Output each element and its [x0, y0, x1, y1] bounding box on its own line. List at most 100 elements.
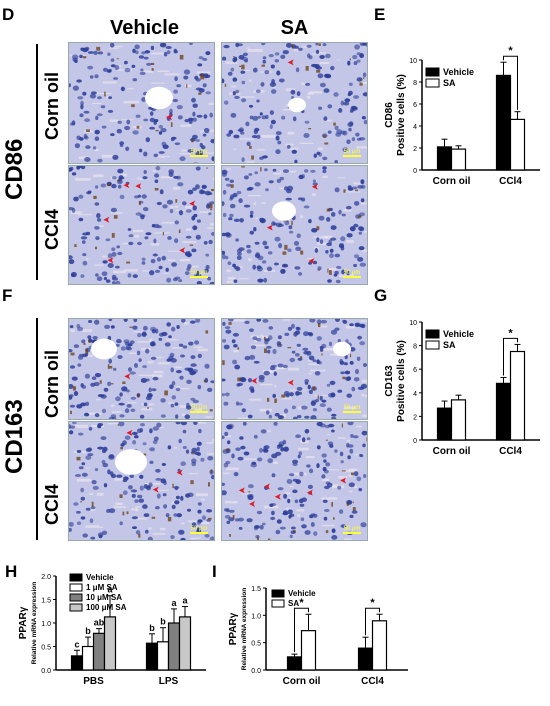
nucleus: [111, 183, 117, 189]
sinusoid: [306, 95, 311, 99]
nucleus: [94, 413, 100, 418]
nucleus: [222, 482, 226, 486]
stain-spot: [264, 336, 266, 341]
nucleus: [76, 79, 82, 83]
nucleus: [362, 443, 366, 448]
nucleus: [166, 277, 172, 283]
nucleus: [119, 141, 125, 145]
nucleus: [101, 125, 107, 129]
nucleus: [294, 330, 301, 335]
arrow-icon: [123, 182, 130, 189]
stain-spot: [198, 92, 202, 95]
nucleus: [238, 127, 244, 133]
sinusoid: [168, 259, 176, 262]
nucleus: [363, 119, 367, 125]
nucleus: [273, 262, 279, 266]
nucleus: [142, 331, 147, 335]
nucleus: [243, 451, 250, 456]
nucleus: [282, 50, 289, 55]
stain-spot: [239, 65, 242, 67]
nucleus: [101, 408, 107, 414]
nucleus: [94, 185, 99, 189]
sinusoid: [309, 91, 322, 94]
sinusoid: [135, 506, 141, 508]
nucleus: [142, 207, 149, 212]
arrow-icon: [311, 183, 318, 190]
nucleus: [319, 55, 325, 59]
nucleus: [318, 215, 325, 221]
nucleus: [87, 335, 92, 339]
nucleus: [264, 245, 269, 249]
nucleus: [197, 441, 202, 445]
vessel-lumen: [288, 97, 306, 113]
stain-spot: [317, 269, 320, 271]
sinusoid: [239, 96, 255, 98]
nucleus: [176, 105, 183, 110]
nucleus: [85, 455, 92, 460]
nucleus: [202, 57, 208, 61]
nucleus: [275, 451, 282, 456]
significance-bracket: [503, 55, 518, 110]
y-tick-label: 1.5: [251, 586, 261, 593]
nucleus: [246, 187, 251, 191]
sinusoid: [132, 229, 144, 233]
nucleus: [360, 198, 365, 203]
nucleus: [100, 436, 107, 440]
nucleus: [149, 460, 154, 464]
sinusoid: [111, 404, 115, 407]
micrograph-cd86-sa-cornoil: 50 μm: [221, 42, 368, 164]
nucleus: [316, 319, 322, 325]
nucleus: [237, 456, 244, 461]
nucleus: [166, 358, 172, 362]
nucleus: [259, 447, 263, 453]
nucleus: [357, 386, 365, 390]
nucleus: [222, 56, 227, 61]
arrow-icon: [287, 379, 294, 386]
sinusoid: [154, 232, 170, 234]
sinusoid: [199, 142, 204, 144]
nucleus: [154, 269, 161, 273]
stain-spot: [120, 447, 123, 450]
nucleus: [318, 152, 322, 157]
nucleus: [173, 513, 178, 517]
nucleus: [177, 182, 184, 187]
y-tick-label: 4: [413, 124, 417, 131]
nucleus: [279, 526, 286, 530]
nucleus: [192, 369, 198, 373]
nucleus: [253, 227, 257, 232]
nucleus: [289, 230, 294, 234]
sinusoid: [191, 265, 200, 268]
nucleus: [274, 52, 280, 56]
nucleus: [80, 274, 85, 278]
nucleus: [190, 363, 197, 367]
nucleus: [165, 513, 170, 518]
nucleus: [295, 479, 301, 485]
nucleus: [321, 453, 327, 458]
nucleus: [183, 75, 189, 80]
nucleus: [342, 147, 349, 152]
nucleus: [296, 327, 301, 331]
nucleus: [126, 346, 133, 351]
nucleus: [342, 320, 348, 324]
nucleus: [344, 354, 348, 360]
nucleus: [197, 353, 202, 359]
stain-spot: [317, 323, 321, 328]
nucleus: [234, 364, 241, 370]
nucleus: [117, 120, 122, 124]
nucleus: [301, 174, 305, 179]
nucleus: [233, 279, 238, 283]
arrow-icon: [263, 483, 270, 490]
sinusoid: [227, 277, 236, 280]
sinusoid: [185, 206, 196, 209]
nucleus: [258, 377, 265, 383]
nucleus: [158, 332, 164, 337]
nucleus: [264, 445, 270, 450]
nucleus: [127, 343, 133, 347]
nucleus: [78, 217, 84, 222]
nucleus: [349, 514, 354, 519]
x-tick-label: CCl4: [499, 176, 522, 187]
nucleus: [301, 405, 308, 410]
sinusoid: [84, 354, 93, 357]
stain-spot: [151, 62, 155, 65]
nucleus: [262, 240, 268, 246]
